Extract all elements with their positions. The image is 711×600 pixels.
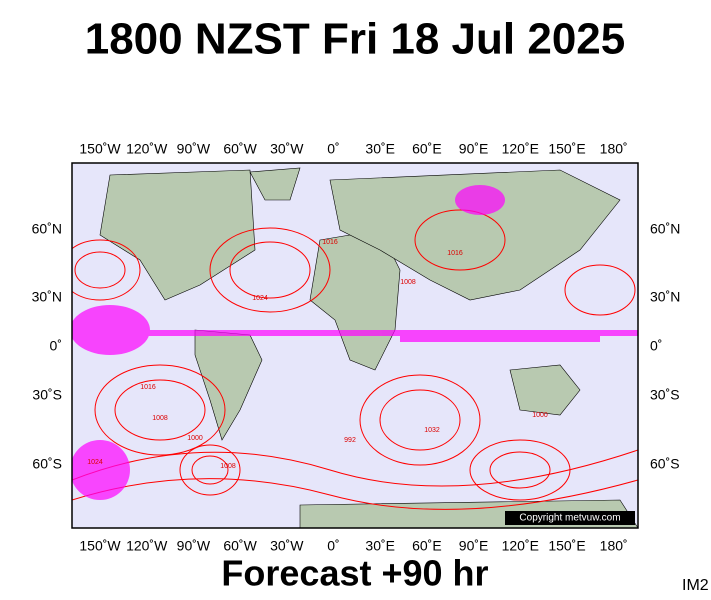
contour-label: 992 xyxy=(344,437,356,444)
forecast: Forecast +90 hr xyxy=(221,553,488,594)
map-frame xyxy=(71,162,639,529)
lon-label-bottom: 120˚E xyxy=(502,538,539,554)
lon-label-top: 180˚ xyxy=(600,141,628,157)
lon-label-top: 120˚E xyxy=(502,141,539,157)
lon-label-top: 120˚W xyxy=(126,141,168,157)
contour-label: 1016 xyxy=(140,384,156,391)
land xyxy=(99,167,638,528)
lon-label-top: 60˚W xyxy=(223,141,257,157)
lat-label-right: 30˚N xyxy=(650,289,680,305)
graticule-labels: 150˚W 150˚W 120˚W 120˚W 90˚W 90˚W 60˚W 60˚W 30˚W… xyxy=(32,141,681,554)
contour-label: 1008 xyxy=(152,415,168,422)
contour-labels: 1016 1024 1008 1016 1000 1008 1032 992 1016 1008 1… xyxy=(87,239,548,470)
title: 1800 NZST Fri 18 Jul 2025 xyxy=(85,15,626,64)
contour-label: 1008 xyxy=(400,279,416,286)
lon-label-top: 60˚E xyxy=(412,141,442,157)
lon-label-bottom: 60˚E xyxy=(412,538,442,554)
lon-label-bottom: 90˚W xyxy=(177,538,211,554)
contour-label: 1032 xyxy=(424,427,440,434)
contour-label: 1000 xyxy=(532,412,548,419)
lon-label-bottom: 0˚ xyxy=(327,538,339,554)
lon-label-bottom: 90˚E xyxy=(459,538,489,554)
lon-label-bottom: 150˚W xyxy=(79,538,121,554)
lat-label-left: 30˚N xyxy=(32,289,62,305)
lon-label-top: 30˚W xyxy=(270,141,304,157)
lat-label-right: 0˚ xyxy=(650,338,662,354)
lon-label-bottom: 120˚W xyxy=(126,538,168,554)
contour-label: 1016 xyxy=(447,250,463,257)
lat-label-left: 0˚ xyxy=(50,338,62,354)
contour-label: 1008 xyxy=(220,463,236,470)
lon-label-bottom: 180˚ xyxy=(600,538,628,554)
contour-label: 1024 xyxy=(252,295,268,302)
lat-label-right: 60˚N xyxy=(650,221,680,237)
lat-label-right: 30˚S xyxy=(650,387,680,403)
lon-label-top: 90˚W xyxy=(177,141,211,157)
lon-label-top: 90˚E xyxy=(459,141,489,157)
lon-label-bottom: 60˚W xyxy=(223,538,257,554)
lon-label-top: 30˚E xyxy=(365,141,395,157)
contour-label: 1000 xyxy=(187,435,203,442)
lat-label-right: 60˚S xyxy=(650,456,680,472)
contour-label: 1016 xyxy=(322,239,338,246)
lon-label-bottom: 150˚E xyxy=(548,538,585,554)
lat-label-left: 30˚S xyxy=(32,387,62,403)
isobars xyxy=(72,209,638,510)
map: 1016 1024 1008 1016 1000 1008 1032 992 1016 1008 1… xyxy=(72,163,638,528)
lat-label-left: 60˚S xyxy=(32,456,62,472)
contour-label: 1024 xyxy=(87,459,103,466)
image-id: IM2 xyxy=(682,577,709,594)
lon-label-top: 150˚W xyxy=(79,141,121,157)
lon-label-bottom: 30˚E xyxy=(365,538,395,554)
lat-label-left: 60˚N xyxy=(32,221,62,237)
precipitation xyxy=(72,185,638,500)
lon-label-top: 150˚E xyxy=(548,141,585,157)
copyright: Copyright metvuw.com xyxy=(519,513,620,524)
copyright-box xyxy=(505,511,635,525)
lon-label-bottom: 30˚W xyxy=(270,538,304,554)
lon-label-top: 0˚ xyxy=(327,141,339,157)
